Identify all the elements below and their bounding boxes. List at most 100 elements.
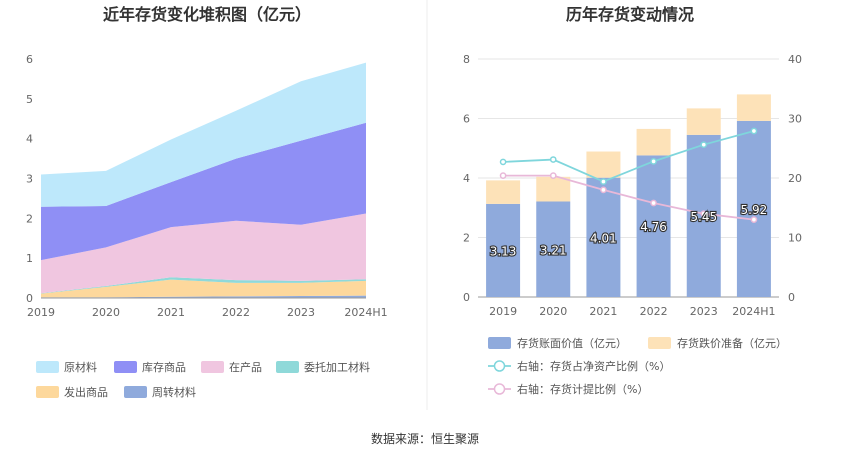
bar-book-value — [736, 120, 771, 297]
left-y-tick-label: 0 — [26, 292, 33, 305]
legend-label: 存货账面价值（亿元） — [517, 336, 627, 350]
right-right-y-tick-label: 20 — [788, 172, 802, 185]
bar-value-label: 4.76 — [640, 220, 667, 234]
line-point — [549, 172, 557, 179]
bar-impairment-reserve — [686, 108, 721, 135]
stacked-area-chart: 近年存货变化堆积图（亿元） 0 1 2 3 4 5 6 2019 2020 2021 2022 20… — [26, 5, 388, 399]
left-x-tick-label: 2019 — [27, 306, 55, 319]
line-point — [750, 127, 758, 135]
bar-value-label: 3.21 — [540, 243, 567, 257]
right-x-tick-label: 2022 — [640, 305, 668, 318]
right-right-y-tick-label: 0 — [788, 291, 795, 304]
line-point — [499, 172, 507, 179]
bar-impairment-reserve — [636, 128, 671, 156]
right-left-y-tick-label: 6 — [463, 113, 470, 126]
area-series-3 — [41, 213, 366, 294]
legend-swatch — [114, 361, 137, 373]
right-right-y-tick-label: 40 — [788, 53, 802, 66]
right-x-tick-label: 2019 — [489, 305, 517, 318]
legend-label: 右轴：存货占净资产比例（%） — [517, 359, 670, 373]
right-gridlines — [478, 58, 779, 298]
bar-impairment-reserve — [486, 180, 521, 204]
right-y-axis-ticks: 0 2 4 6 8 0 10 20 30 40 — [463, 53, 802, 304]
right-x-tick-label: 2024H1 — [732, 305, 775, 318]
bar-impairment-reserve — [736, 94, 771, 121]
area-series-0 — [41, 295, 366, 298]
legend-label: 在产品 — [229, 360, 262, 374]
left-chart-title: 近年存货变化堆积图（亿元） — [103, 5, 311, 24]
legend-label: 库存商品 — [142, 360, 186, 374]
left-y-tick-label: 3 — [26, 173, 33, 186]
line-series-2 — [503, 130, 755, 183]
bar-book-value — [586, 177, 621, 297]
right-right-y-tick-label: 10 — [788, 232, 802, 245]
area-series-1 — [41, 279, 366, 298]
right-left-y-tick-label: 4 — [463, 172, 470, 185]
legend-marker — [493, 360, 506, 372]
bars — [486, 94, 771, 297]
bar-book-value — [536, 201, 571, 297]
line-point — [700, 141, 708, 149]
line-point — [650, 199, 657, 207]
legend-marker — [493, 383, 506, 395]
right-x-tick-label: 2020 — [539, 305, 567, 318]
left-y-tick-label: 1 — [26, 252, 33, 265]
area-series-5 — [41, 62, 366, 207]
right-x-tick-label: 2021 — [589, 305, 617, 318]
left-x-tick-label: 2023 — [287, 306, 315, 319]
legend-label: 周转材料 — [152, 385, 196, 399]
left-y-tick-label: 6 — [26, 53, 33, 66]
legend-swatch — [201, 361, 224, 373]
right-left-y-tick-label: 8 — [463, 53, 470, 66]
line-series-3 — [503, 174, 755, 221]
legend-swatch — [488, 337, 511, 349]
right-legend: 存货账面价值（亿元） 存货跌价准备（亿元） 右轴：存货占净资产比例（%） 右轴：存货计… — [488, 336, 787, 396]
line-point — [750, 216, 758, 223]
bar-book-value — [486, 203, 521, 297]
bar-value-label: 3.13 — [490, 244, 517, 258]
right-right-y-tick-label: 30 — [788, 113, 802, 126]
left-x-tick-label: 2021 — [157, 306, 185, 319]
bar-value-label: 5.45 — [690, 210, 717, 224]
legend-swatch — [124, 386, 147, 398]
line-point — [499, 158, 507, 166]
legend-label: 存货跌价准备（亿元） — [677, 336, 787, 350]
legend-label: 原材料 — [64, 360, 97, 374]
line-point — [700, 210, 708, 218]
right-left-y-tick-label: 2 — [463, 232, 470, 245]
legend-swatch — [276, 361, 299, 373]
legend-label: 右轴：存货计提比例（%） — [517, 382, 648, 396]
data-source-note: 数据来源：恒生聚源 — [371, 431, 479, 446]
right-chart-title: 历年存货变动情况 — [566, 5, 694, 24]
stacked-areas — [41, 62, 366, 298]
line-point — [600, 186, 607, 194]
legend-swatch — [36, 386, 59, 398]
bar-line-combo-chart: 历年存货变动情况 0 2 4 6 8 0 10 20 30 40 3.13 3.21 4.01 4.76… — [463, 5, 802, 396]
line-point — [549, 156, 557, 163]
legend-swatch — [648, 337, 671, 349]
area-series-2 — [41, 277, 366, 294]
left-x-tick-label: 2022 — [222, 306, 250, 319]
left-x-tick-label: 2024H1 — [344, 306, 387, 319]
line-point — [650, 157, 657, 165]
left-y-tick-label: 4 — [26, 133, 33, 146]
legend-label: 委托加工材料 — [304, 360, 370, 374]
right-x-tick-label: 2023 — [690, 305, 718, 318]
left-x-tick-label: 2020 — [92, 306, 120, 319]
bar-book-value — [636, 155, 671, 297]
area-series-4 — [41, 122, 366, 261]
legend-label: 发出商品 — [64, 385, 108, 399]
right-left-y-tick-label: 0 — [463, 291, 470, 304]
legend-swatch — [36, 361, 59, 373]
left-y-axis-ticks: 0 1 2 3 4 5 6 — [26, 53, 33, 305]
line-point — [600, 178, 607, 185]
bar-impairment-reserve — [586, 151, 621, 178]
lines — [499, 127, 758, 223]
left-y-tick-label: 5 — [26, 93, 33, 106]
left-y-tick-label: 2 — [26, 212, 33, 225]
bar-value-label: 5.92 — [741, 203, 768, 217]
bar-value-labels: 3.13 3.21 4.01 4.76 5.45 5.92 — [489, 202, 769, 260]
bar-impairment-reserve — [536, 176, 571, 202]
